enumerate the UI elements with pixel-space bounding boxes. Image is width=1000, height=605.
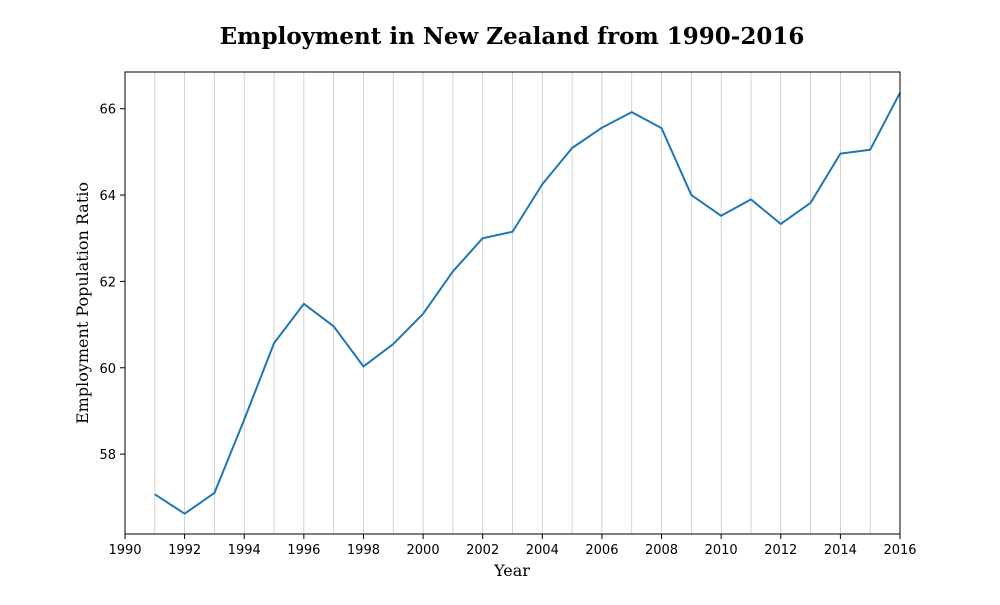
- x-tick-label-1992: 1992: [168, 543, 201, 558]
- y-tick-label-58: 58: [99, 448, 116, 463]
- y-tick-label-62: 62: [99, 275, 116, 290]
- y-axis-label: Employment Population Ratio: [73, 182, 92, 424]
- chart-title: Employment in New Zealand from 1990-2016: [220, 23, 805, 50]
- x-tick-label-2002: 2002: [466, 543, 499, 558]
- x-tick-label-2004: 2004: [526, 543, 559, 558]
- y-axis-ticks: 58 60 62 64 66: [99, 103, 125, 463]
- y-tick-label-66: 66: [99, 103, 116, 118]
- x-tick-label-2006: 2006: [585, 543, 618, 558]
- x-tick-label-2014: 2014: [824, 543, 857, 558]
- x-tick-label-1996: 1996: [287, 543, 320, 558]
- x-tick-label-1994: 1994: [228, 543, 261, 558]
- x-axis-label: Year: [493, 561, 530, 580]
- x-tick-label-2008: 2008: [645, 543, 678, 558]
- y-tick-label-64: 64: [99, 189, 116, 204]
- x-tick-label-2000: 2000: [407, 543, 440, 558]
- x-tick-label-1990: 1990: [108, 543, 141, 558]
- x-tick-label-2010: 2010: [705, 543, 738, 558]
- grid-lines: [124, 72, 901, 534]
- x-tick-label-2016: 2016: [883, 543, 916, 558]
- x-tick-label-1998: 1998: [347, 543, 380, 558]
- x-axis-ticks: 1990 1992 1994 1996 1998 2000 2002 2004 2006 2008…: [108, 534, 917, 558]
- y-tick-label-60: 60: [99, 362, 116, 377]
- x-tick-label-2012: 2012: [764, 543, 797, 558]
- series-layer: [154, 92, 901, 515]
- plot-frame: [124, 71, 901, 535]
- series-line-0: [154, 92, 901, 515]
